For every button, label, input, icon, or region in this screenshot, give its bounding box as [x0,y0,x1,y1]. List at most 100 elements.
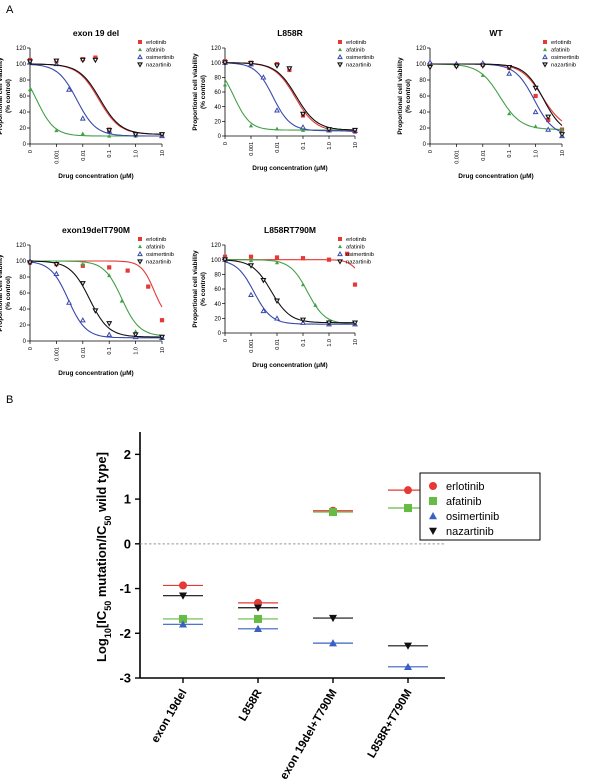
data-point-erlotinib [300,256,306,261]
curve-osimertinib [29,261,162,339]
data-point-osimertinib [254,624,262,632]
x-tick-label: 10 [353,142,359,148]
data-point-nazartinib [404,642,412,650]
y-tick-label: 120 [416,46,427,52]
curve-osimertinib [224,261,355,325]
legend-label-osimertinib: osimertinib [551,55,579,61]
data-point-nazartinib [79,281,86,287]
legend-marker-erlotinib [138,40,142,44]
data-point-afatinib [329,508,337,517]
x-tick-label: L858R+T790M [366,688,415,761]
data-point-erlotinib [345,251,350,256]
x-tick-label: 10 [160,347,166,353]
legend-marker-nazartinib [542,62,548,68]
legend-label-osimertinib: osimertinib [146,55,174,61]
data-point-nazartinib [426,64,434,71]
data-point-erlotinib [179,581,187,590]
x-tick-label: 0.001 [249,142,255,156]
legend-marker-afatinib [543,47,547,52]
data-point-afatinib [107,273,112,278]
data-point-nazartinib [247,263,255,269]
data-point-nazartinib [506,64,513,71]
curve-nazartinib [225,62,355,131]
data-point-nazartinib [299,111,307,118]
y-axis-label: Proportional cell viability [0,57,4,135]
y-tick-label: 60 [214,90,221,96]
legend-marker-nazartinib [137,62,143,68]
curve-afatinib [30,260,163,336]
legend-label-erlotinib: erlotinib [346,40,366,46]
data-point-nazartinib [132,132,139,138]
panel-label-a: A [6,4,14,16]
x-tick-label: 10 [560,150,566,156]
y-tick-label: 100 [416,62,427,68]
data-point-erlotinib [107,265,112,270]
legend-label-osimertinib: osimertinib [146,252,174,258]
data-point-nazartinib [106,321,113,327]
data-point-nazartinib [26,260,34,266]
legend-label-nazartinib: nazartinib [146,260,171,266]
legend-label-afatinib: afatinib [146,245,165,251]
legend-marker-afatinib [338,47,342,52]
legend-label-nazartinib: nazartinib [146,63,171,69]
y-tick-label: -2 [119,626,131,641]
data-point-afatinib [248,123,254,128]
curve-nazartinib [224,259,355,324]
x-tick-label: 0.001 [54,347,60,361]
data-point-erlotinib [404,486,412,495]
y-tick-label: -3 [119,671,131,686]
dose-response-chart-exon19delt790m: exon19delT790M 0 20 40 60 80 100 120 0 0.001 0.01 0… [0,225,174,377]
curve-afatinib [225,259,356,325]
chart-title: exon19delT790M [62,225,130,235]
data-point-nazartinib [453,64,460,70]
y-axis-label: Log10[IC50 mutation/IC50 wild type] [94,452,113,662]
data-point-osimertinib [545,126,552,132]
data-point-afatinib [80,262,85,266]
x-tick-label: 0.1 [107,150,113,158]
legend-marker-osimertinib [137,250,143,257]
data-point-erlotinib [146,284,151,289]
x-tick-label: L858R [237,687,265,723]
y-tick-label: 60 [19,291,26,297]
data-point-afatinib [222,82,228,87]
data-point-afatinib [80,131,85,136]
data-point-nazartinib [158,334,166,341]
x-tick-label: exon 19del [149,688,189,745]
data-point-nazartinib [273,63,281,69]
data-point-osimertinib [179,620,187,628]
legend-label-erlotinib: erlotinib [346,237,366,243]
data-point-erlotinib [159,318,165,323]
data-point-afatinib [480,73,485,77]
data-point-nazartinib [79,57,86,64]
curve-osimertinib [224,62,355,132]
y-tick-label: 80 [19,78,26,84]
data-point-afatinib [248,258,254,263]
x-tick-label: 0.01 [81,347,87,358]
data-point-osimertinib [532,108,539,115]
curve-afatinib [430,63,562,130]
dose-response-chart-l858rt790m: L858RT790M 0 20 40 60 80 100 120 0 0.001 0.01 0.1 1.… [192,225,374,369]
y-tick-label: 80 [214,76,221,82]
curve-osimertinib [29,63,162,137]
chart-title: L858R [277,28,303,38]
data-point-nazartinib [325,127,333,133]
data-point-nazartinib [92,57,99,64]
y-axis-label: (% control) [5,276,12,310]
data-point-nazartinib [545,114,552,121]
x-tick-label: 0 [223,142,229,145]
x-tick-label: 0 [223,339,229,342]
data-point-afatinib [300,128,306,132]
y-tick-label: 80 [419,78,426,84]
x-tick-label: 0 [28,150,34,153]
y-tick-label: 0 [23,142,27,148]
x-tick-label: 1.0 [327,339,333,347]
y-tick-label: 120 [16,243,27,249]
data-point-nazartinib [53,58,60,65]
data-point-osimertinib [79,115,86,121]
data-point-afatinib [27,87,33,92]
y-tick-label: 100 [16,62,27,68]
legend-marker-erlotinib [429,482,437,490]
y-axis-label-part: wild type] [94,452,109,516]
